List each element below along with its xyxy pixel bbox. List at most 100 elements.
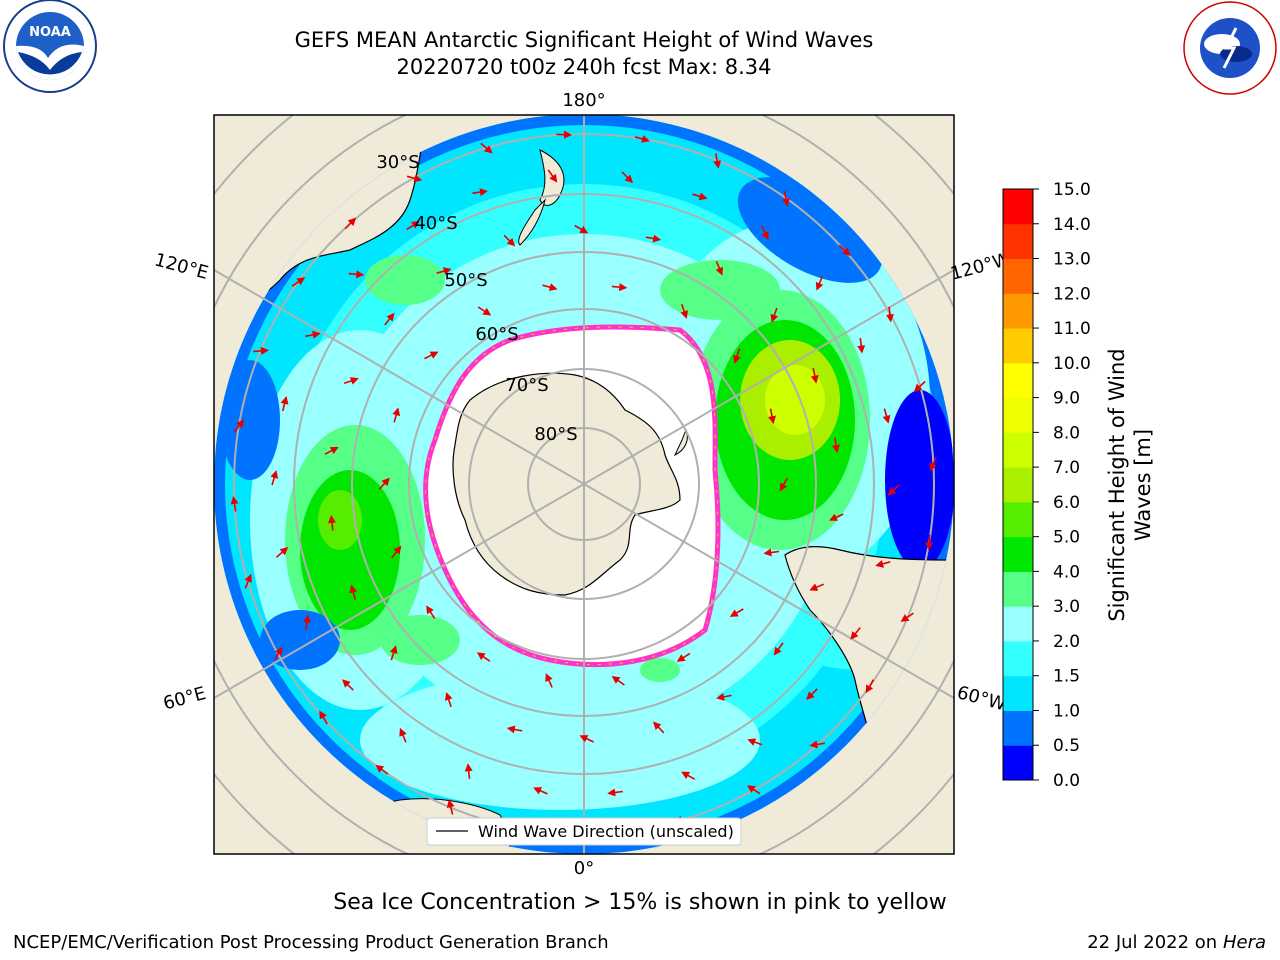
wind-arrow bbox=[763, 548, 780, 557]
colorbar-tick-label: 0.5 bbox=[1053, 736, 1080, 756]
wind-arrow bbox=[729, 608, 744, 617]
colorbar-frame bbox=[1002, 188, 1034, 781]
wind-arrow bbox=[579, 735, 594, 743]
wind-arrow bbox=[925, 534, 934, 551]
colorbar-tick-label: 6.0 bbox=[1053, 493, 1080, 513]
legend-label: Wind Wave Direction (unscaled) bbox=[478, 822, 734, 841]
nws-logo bbox=[1183, 1, 1277, 95]
colorbar-swatch bbox=[1003, 571, 1033, 607]
colorbar-swatch bbox=[1003, 467, 1033, 503]
wind-arrow bbox=[645, 234, 662, 243]
colorbar-tick-label: 3.0 bbox=[1053, 597, 1080, 617]
footer-date: 22 Jul 2022 on Hera bbox=[1087, 932, 1266, 953]
wind-arrow bbox=[634, 135, 650, 143]
wind-arrow bbox=[929, 456, 937, 472]
wind-arrow bbox=[426, 605, 436, 619]
wind-arrow bbox=[230, 496, 239, 512]
wind-arrow bbox=[607, 788, 623, 797]
colorbar-swatch bbox=[1003, 362, 1033, 399]
wind-arrow bbox=[476, 652, 491, 662]
colorbar-tick-label: 12.0 bbox=[1053, 284, 1091, 304]
wind-arrow bbox=[406, 221, 420, 231]
lat-label-70s: 70°S bbox=[505, 375, 548, 396]
wind-arrow bbox=[829, 513, 844, 521]
wind-arrow bbox=[389, 645, 398, 661]
lat-label-60s: 60°S bbox=[475, 324, 518, 345]
wind-arrow bbox=[733, 348, 741, 364]
colorbar-swatch bbox=[1003, 536, 1033, 572]
colorbar-swatch bbox=[1003, 328, 1033, 364]
colorbar-swatch bbox=[1003, 501, 1033, 538]
wind-arrow bbox=[806, 688, 818, 700]
wind-arrow bbox=[424, 351, 439, 360]
wind-arrow bbox=[342, 679, 354, 691]
wind-arrow bbox=[506, 725, 523, 734]
wind-arrow bbox=[810, 368, 819, 384]
colorbar-tick-label: 15.0 bbox=[1053, 180, 1091, 200]
lat-label-80s: 80°S bbox=[534, 424, 577, 445]
wind-arrow bbox=[392, 407, 401, 423]
wind-arrow bbox=[574, 224, 589, 234]
wind-arrow bbox=[253, 346, 269, 355]
wind-arrow bbox=[233, 419, 244, 433]
wind-arrow bbox=[273, 646, 283, 661]
wind-arrow bbox=[850, 627, 861, 640]
colorbar-tick-label: 8.0 bbox=[1053, 423, 1080, 443]
colorbar-swatch bbox=[1003, 432, 1033, 468]
wind-arrow bbox=[378, 477, 390, 490]
wind-arrow bbox=[477, 306, 492, 316]
wind-arrow bbox=[882, 408, 891, 424]
colorbar-swatch bbox=[1003, 675, 1033, 711]
wind-arrow bbox=[303, 614, 311, 631]
map-legend: Wind Wave Direction (unscaled) bbox=[426, 817, 742, 846]
wind-arrow bbox=[349, 584, 358, 600]
wind-arrow bbox=[913, 380, 926, 393]
colorbar-swatch bbox=[1003, 293, 1033, 329]
colorbar-tick-label: 13.0 bbox=[1053, 250, 1091, 270]
colorbar-swatch bbox=[1003, 258, 1033, 294]
wind-arrow bbox=[436, 267, 452, 275]
wind-arrow bbox=[832, 437, 840, 453]
wind-arrow bbox=[875, 559, 891, 568]
lon-label-0: 0° bbox=[574, 858, 594, 879]
wind-arrow bbox=[779, 477, 789, 492]
colorbar-swatch bbox=[1003, 710, 1033, 746]
wind-arrow bbox=[760, 225, 769, 240]
wind-arrow bbox=[865, 679, 875, 694]
wind-arrow bbox=[348, 270, 365, 279]
wind-arrow bbox=[611, 283, 628, 292]
wind-arrow bbox=[556, 130, 572, 139]
colorbar-tick-label: 10.0 bbox=[1053, 354, 1091, 374]
colorbar-swatch bbox=[1003, 640, 1033, 677]
wind-arrow bbox=[713, 153, 722, 169]
wind-arrow bbox=[384, 312, 395, 326]
wind-arrow bbox=[887, 484, 900, 496]
wind-arrow bbox=[472, 188, 488, 197]
wind-arrow bbox=[480, 142, 493, 154]
wind-arrow bbox=[444, 692, 453, 708]
lat-label-40s: 40°S bbox=[414, 213, 457, 234]
lat-label-50s: 50°S bbox=[444, 270, 487, 291]
map-frame bbox=[213, 114, 955, 855]
wind-arrow bbox=[275, 547, 289, 558]
wind-arrow bbox=[815, 275, 824, 291]
colorbar-tick-label: 7.0 bbox=[1053, 458, 1080, 478]
colorbar-tick-label: 5.0 bbox=[1053, 528, 1080, 548]
wind-arrow bbox=[782, 190, 790, 207]
wind-arrow bbox=[344, 217, 357, 230]
colorbar-tick-label: 4.0 bbox=[1053, 562, 1080, 582]
colorbar: 0.0 0.5 1.0 1.5 2.0 3.0 4.0 5.0 6.0 7.0 8.0 9.0 10.0… bbox=[1002, 180, 1091, 791]
graticule bbox=[214, 115, 954, 854]
wind-arrow bbox=[399, 727, 407, 743]
wind-arrow bbox=[464, 763, 473, 779]
wind-arrow bbox=[533, 787, 548, 795]
wind-arrow bbox=[715, 260, 724, 276]
wind-arrow bbox=[900, 612, 914, 622]
colorbar-label: Significant Height of Wind Waves [m] bbox=[1105, 348, 1155, 622]
colorbar-tick-label: 2.0 bbox=[1053, 632, 1080, 652]
wind-arrow bbox=[324, 446, 339, 455]
wind-arrow bbox=[681, 771, 696, 780]
noaa-logo-text: NOAA bbox=[29, 25, 71, 40]
wind-arrow bbox=[770, 307, 779, 323]
